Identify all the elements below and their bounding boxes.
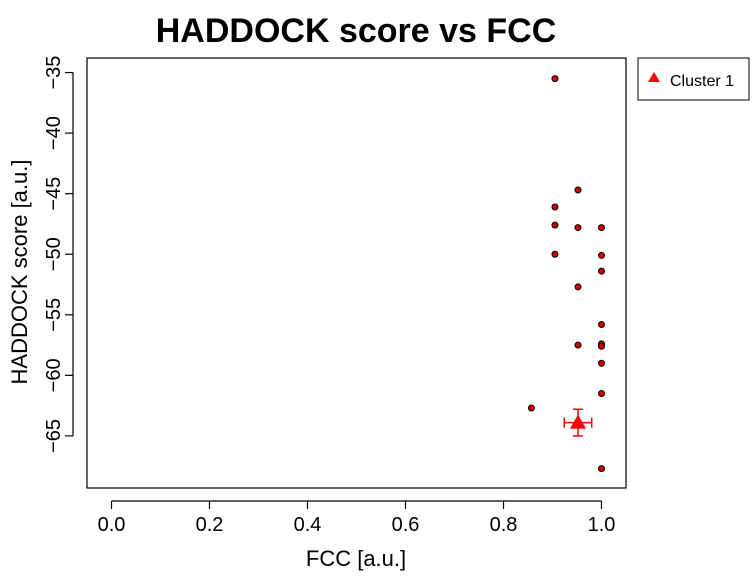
data-point	[598, 320, 605, 328]
data-point	[598, 342, 605, 350]
x-axis-label: FCC [a.u.]	[306, 546, 406, 571]
y-tick-label: −45	[43, 177, 65, 211]
y-tick-label: −60	[43, 358, 65, 392]
x-tick-label: 0.8	[490, 514, 518, 536]
x-tick-label: 0.0	[98, 514, 126, 536]
legend-label-cluster-1: Cluster 1	[670, 73, 734, 90]
y-tick-label: −35	[43, 56, 65, 90]
plot-frame	[86, 57, 627, 489]
data-point	[527, 404, 535, 412]
y-tick-label: −65	[43, 419, 65, 453]
data-point	[598, 465, 605, 473]
cluster-mean-marker	[563, 408, 593, 437]
data-point	[598, 251, 605, 259]
x-axis: 0.0 0.2 0.4 0.6 0.8 1.0	[98, 500, 616, 536]
data-points	[527, 75, 605, 473]
data-point	[551, 250, 559, 258]
x-tick-label: 0.4	[294, 514, 322, 536]
data-point	[551, 221, 559, 229]
x-tick-label: 0.2	[196, 514, 224, 536]
y-tick-label: −50	[43, 237, 65, 271]
data-point	[551, 203, 559, 211]
y-tick-label: −55	[43, 298, 65, 332]
data-point	[574, 186, 582, 194]
data-point	[598, 267, 605, 275]
x-tick-label: 1.0	[588, 514, 616, 536]
data-point	[551, 75, 559, 83]
data-point	[574, 224, 582, 232]
data-point	[574, 341, 582, 349]
x-tick-label: 0.6	[392, 514, 420, 536]
chart-title: HADDOCK score vs FCC	[156, 12, 557, 50]
data-point	[598, 359, 605, 367]
y-axis: −35 −40 −45 −50 −55 −60 −65	[43, 56, 74, 453]
data-point	[598, 390, 605, 398]
y-axis-label: HADDOCK score [a.u.]	[7, 160, 32, 385]
data-point	[598, 224, 605, 232]
data-point	[574, 283, 582, 291]
y-tick-label: −40	[43, 116, 65, 150]
legend-triangle-icon	[648, 72, 660, 82]
legend: Cluster 1	[637, 57, 750, 101]
cluster-mean-triangle	[569, 414, 586, 429]
